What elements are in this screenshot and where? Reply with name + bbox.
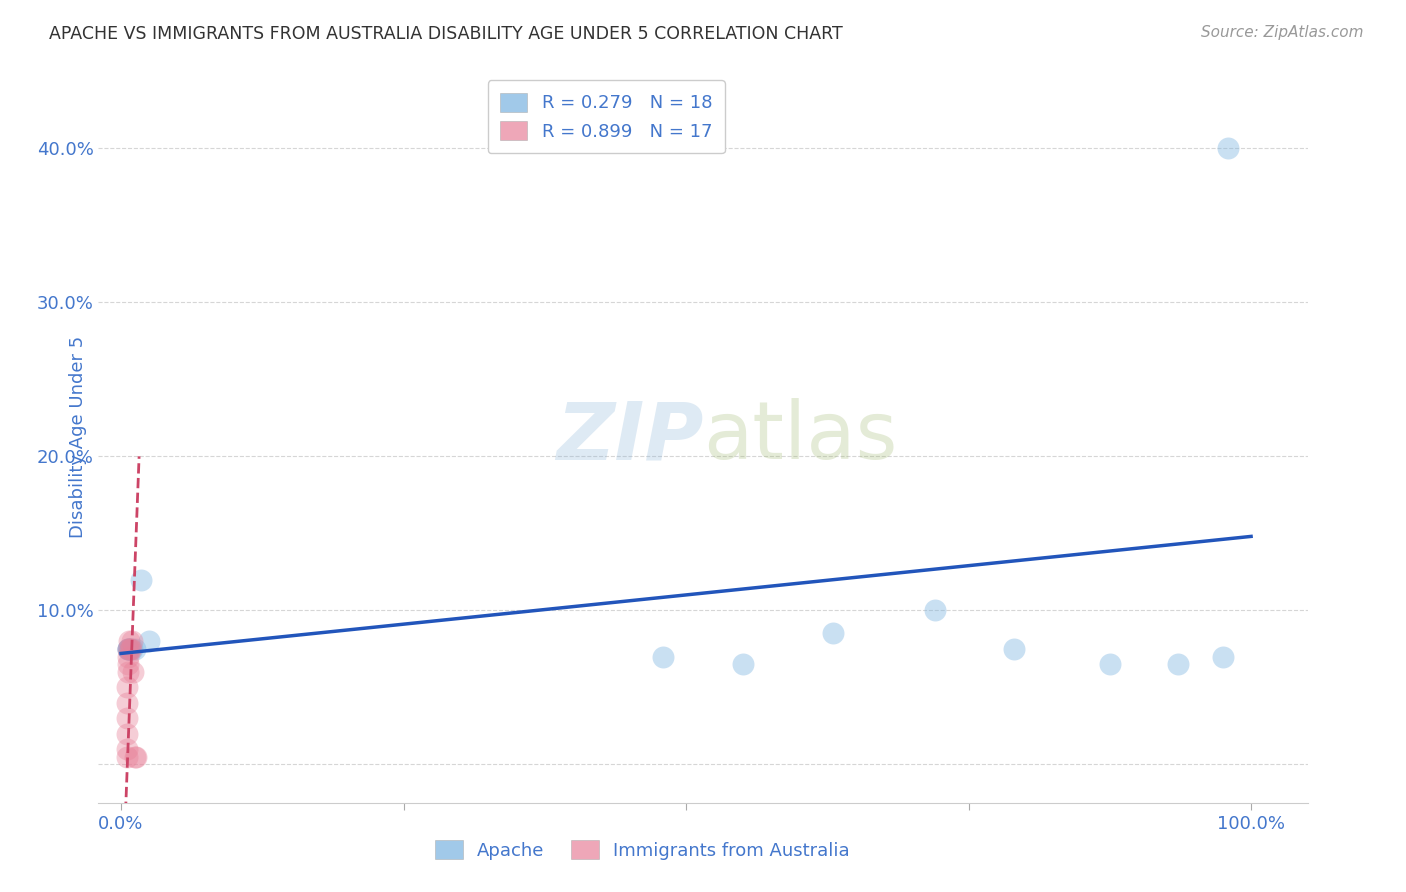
Point bbox=[124, 749, 146, 764]
Point bbox=[117, 641, 139, 656]
Point bbox=[122, 665, 145, 679]
Y-axis label: Disability Age Under 5: Disability Age Under 5 bbox=[69, 336, 87, 538]
Point bbox=[117, 665, 139, 679]
Text: APACHE VS IMMIGRANTS FROM AUSTRALIA DISABILITY AGE UNDER 5 CORRELATION CHART: APACHE VS IMMIGRANTS FROM AUSTRALIA DISA… bbox=[49, 25, 844, 43]
Point bbox=[115, 742, 138, 756]
Point bbox=[1218, 141, 1240, 155]
Text: ZIP: ZIP bbox=[555, 398, 703, 476]
Point bbox=[1212, 649, 1234, 664]
Point bbox=[1098, 657, 1121, 672]
Point bbox=[731, 657, 754, 672]
Text: Source: ZipAtlas.com: Source: ZipAtlas.com bbox=[1201, 25, 1364, 40]
Point bbox=[120, 641, 142, 656]
Text: atlas: atlas bbox=[703, 398, 897, 476]
Point bbox=[121, 641, 143, 656]
Point bbox=[115, 726, 138, 740]
Point bbox=[1002, 641, 1025, 656]
Point bbox=[115, 711, 138, 725]
Point bbox=[117, 641, 139, 656]
Point bbox=[138, 634, 160, 648]
Point bbox=[117, 641, 139, 656]
Point bbox=[124, 641, 146, 656]
Point bbox=[118, 641, 141, 656]
Point bbox=[117, 649, 139, 664]
Point bbox=[924, 603, 946, 617]
Point bbox=[120, 641, 142, 656]
Point bbox=[131, 573, 153, 587]
Point bbox=[821, 626, 844, 640]
Point bbox=[117, 641, 139, 656]
Point bbox=[652, 649, 675, 664]
Point bbox=[121, 634, 143, 648]
Legend: Apache, Immigrants from Australia: Apache, Immigrants from Australia bbox=[429, 833, 856, 867]
Point bbox=[115, 696, 138, 710]
Point bbox=[115, 681, 138, 695]
Point bbox=[125, 749, 148, 764]
Point bbox=[120, 641, 142, 656]
Point bbox=[1167, 657, 1189, 672]
Point bbox=[117, 657, 139, 672]
Point bbox=[118, 634, 141, 648]
Point bbox=[115, 749, 138, 764]
